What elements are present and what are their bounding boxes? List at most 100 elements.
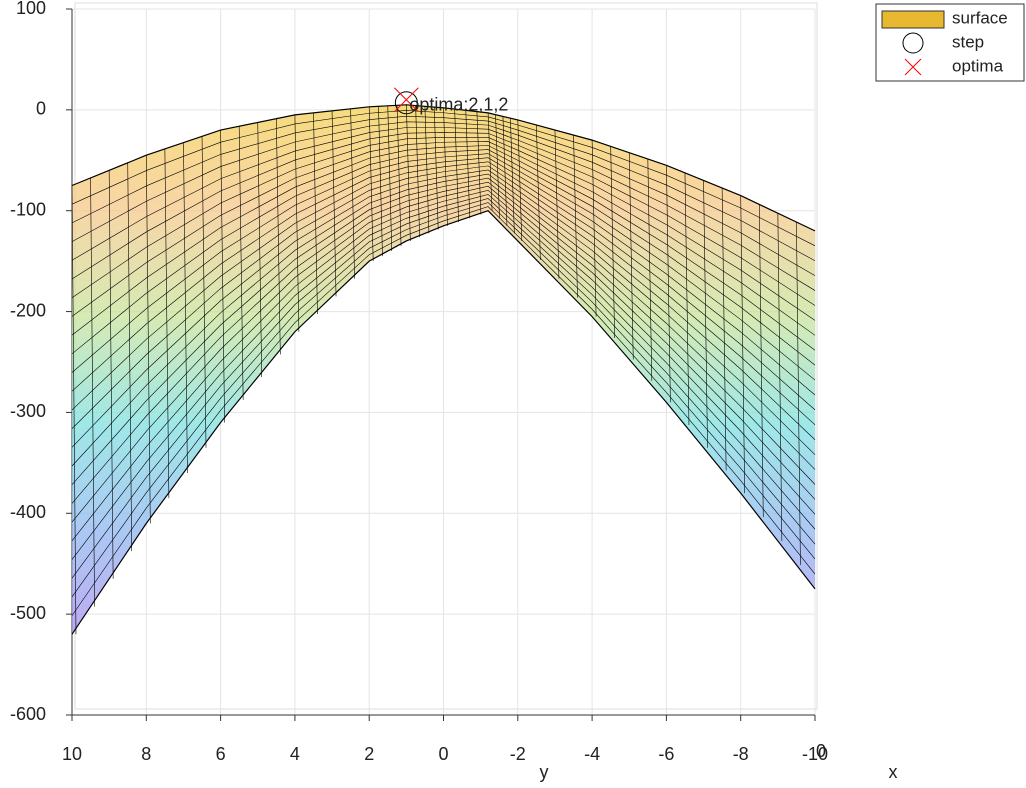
mesh-line xyxy=(71,169,816,448)
mesh-line xyxy=(201,136,207,448)
mesh-line xyxy=(721,188,727,471)
x-tick-label: 2 xyxy=(364,744,374,764)
mesh-line xyxy=(536,124,541,260)
mesh-line xyxy=(220,130,225,423)
legend-swatch xyxy=(902,32,924,54)
y-tick-label: -300 xyxy=(10,401,46,421)
legend-label: optima xyxy=(952,56,1004,75)
x-tick-label: 6 xyxy=(216,744,226,764)
mesh-line xyxy=(71,206,816,616)
mesh-line xyxy=(368,106,374,262)
surface-lower-edge xyxy=(71,210,816,635)
mesh-line xyxy=(396,105,402,247)
y-tick-label: -600 xyxy=(10,704,46,724)
mesh-line xyxy=(758,204,764,518)
mesh-line xyxy=(666,165,671,403)
mesh-line xyxy=(71,185,77,635)
mesh-line xyxy=(71,157,816,396)
x-tick-label: 8 xyxy=(141,744,151,764)
mesh-line xyxy=(294,114,300,332)
mesh-line xyxy=(424,106,430,234)
mesh-line xyxy=(71,194,816,560)
mesh-line xyxy=(415,105,420,238)
mesh-line xyxy=(71,165,816,429)
x-tick-label: 10 xyxy=(62,744,82,764)
mesh-line xyxy=(71,185,816,523)
legend-label: step xyxy=(952,32,984,51)
x-tick-label: -6 xyxy=(658,744,674,764)
legend: surface step optima xyxy=(875,3,1025,82)
x2-tick-label: 0 xyxy=(816,741,826,761)
mesh-line xyxy=(628,152,634,360)
step-marker xyxy=(394,91,418,115)
mesh-line xyxy=(146,155,151,524)
mesh-line xyxy=(71,132,816,306)
mesh-line xyxy=(703,180,708,448)
mesh-line xyxy=(465,110,471,219)
mesh-line xyxy=(127,162,133,552)
mesh-line xyxy=(610,146,615,339)
optima-marker xyxy=(393,87,419,113)
mesh-line xyxy=(487,112,493,211)
mesh-line xyxy=(108,170,114,579)
mesh-line xyxy=(647,159,653,381)
mesh-line xyxy=(684,172,690,426)
y-tick-label: -500 xyxy=(10,603,46,623)
mesh-line xyxy=(71,127,816,291)
mesh-line xyxy=(71,190,816,541)
mesh-line xyxy=(71,173,816,467)
mesh-line xyxy=(331,110,337,297)
y-tick-label: -400 xyxy=(10,502,46,522)
mesh-line xyxy=(433,107,439,230)
mesh-line xyxy=(443,107,448,226)
mesh-line xyxy=(71,181,816,504)
mesh-line xyxy=(71,177,816,485)
x-tick-label: -10 xyxy=(802,744,828,764)
mesh-line xyxy=(740,195,745,494)
mesh-line xyxy=(71,141,816,336)
surface-fill xyxy=(72,104,815,635)
x-tick-label: -4 xyxy=(584,744,600,764)
mesh-line xyxy=(71,115,816,261)
mesh-line xyxy=(517,119,523,241)
mesh-line xyxy=(510,118,515,234)
mesh-line xyxy=(71,161,816,411)
mesh-line xyxy=(406,104,411,241)
mesh-line xyxy=(378,106,383,257)
legend-swatch xyxy=(904,58,922,76)
mesh-line xyxy=(573,135,578,298)
mesh-line xyxy=(777,213,783,542)
mesh-line xyxy=(238,126,244,400)
x-axis-label: y xyxy=(540,762,549,782)
mesh-line xyxy=(71,202,816,598)
mesh-line xyxy=(476,111,482,215)
x-tick-label: 0 xyxy=(438,744,448,764)
mesh-line xyxy=(387,105,393,252)
mesh-line xyxy=(502,116,508,226)
x-tick-label: 4 xyxy=(290,744,300,764)
x-tick-label: -2 xyxy=(510,744,526,764)
surface-upper-edge xyxy=(71,104,816,232)
mesh-line xyxy=(495,114,500,219)
x2-axis-label: x xyxy=(889,762,898,782)
y-tick-label: 0 xyxy=(36,99,46,119)
mesh-line xyxy=(313,112,318,315)
mesh-line xyxy=(90,177,95,607)
mesh-line xyxy=(71,149,816,366)
annotation: optima:2,1,2 xyxy=(409,95,508,115)
mesh-line xyxy=(591,140,597,317)
mesh-line xyxy=(71,153,816,381)
y-tick-label: -200 xyxy=(10,300,46,320)
mesh-line xyxy=(71,198,816,579)
mesh-line xyxy=(350,108,355,279)
x-tick-label: -8 xyxy=(733,744,749,764)
surface-mesh xyxy=(71,104,816,635)
y-tick-label: 100 xyxy=(16,0,46,18)
legend-swatch xyxy=(881,10,945,29)
mesh-line xyxy=(454,109,459,223)
y-tick-label: -100 xyxy=(10,199,46,219)
mesh-line xyxy=(71,121,816,276)
mesh-line xyxy=(71,145,816,351)
mesh-line xyxy=(183,142,188,473)
